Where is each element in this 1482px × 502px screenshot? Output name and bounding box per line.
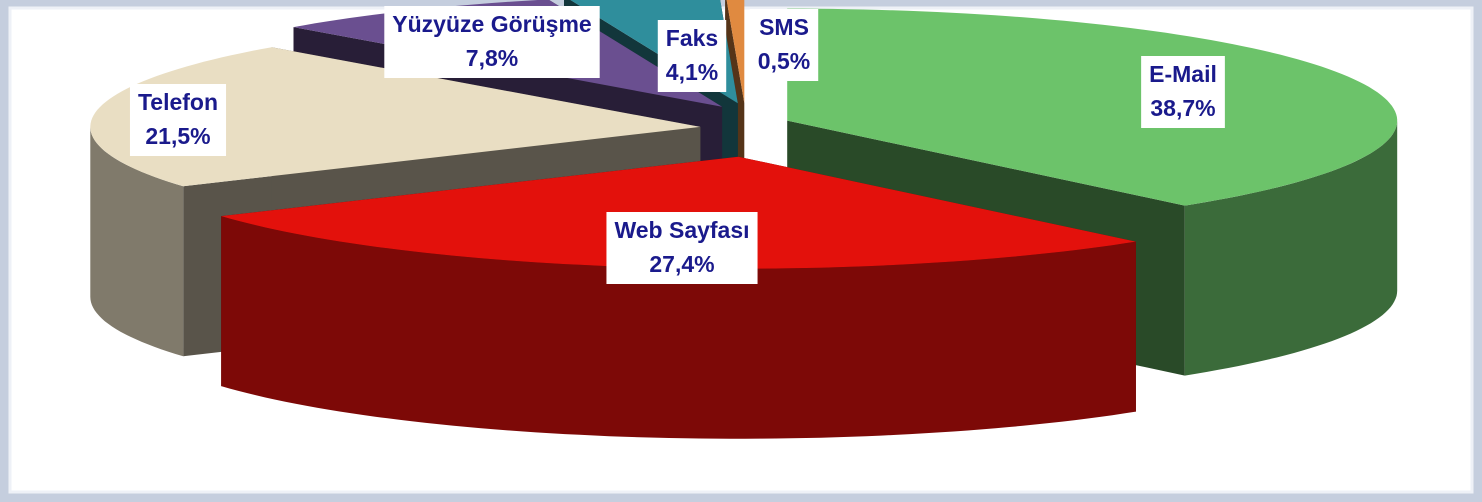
value-label: 27,4% — [649, 251, 714, 277]
slice-wall — [221, 216, 1136, 439]
category-label: E-Mail — [1149, 61, 1217, 87]
data-label: Web Sayfası 27,4% — [606, 212, 758, 284]
data-label: SMS 0,5% — [749, 9, 819, 81]
value-label: 0,5% — [758, 48, 810, 74]
label-box — [384, 6, 600, 78]
category-label: SMS — [759, 14, 809, 40]
labels: E-Mail 38,7% Web Sayfası 27,4% Telefon 21,5% Y… — [129, 6, 1225, 284]
data-label: E-Mail 38,7% — [1141, 56, 1225, 128]
data-label: Faks 4,1% — [657, 20, 727, 92]
label-box — [606, 212, 758, 284]
slice — [90, 47, 701, 187]
label-box — [1141, 56, 1225, 128]
value-label: 7,8% — [466, 45, 518, 71]
value-label: 4,1% — [666, 59, 718, 85]
category-label: Yüzyüze Görüşme — [392, 11, 591, 37]
value-label: 38,7% — [1150, 95, 1215, 121]
data-label: Telefon 21,5% — [129, 84, 227, 156]
category-label: Telefon — [138, 89, 218, 115]
data-label: Yüzyüze Görüşme 7,8% — [384, 6, 600, 78]
label-box — [129, 84, 227, 156]
slice — [787, 8, 1398, 206]
category-label: Faks — [666, 25, 718, 51]
value-label: 21,5% — [145, 123, 210, 149]
slice-wall — [90, 126, 184, 357]
slice-wall — [1184, 120, 1398, 376]
slice — [726, 0, 745, 103]
label-box — [749, 9, 819, 81]
category-label: Web Sayfası — [614, 217, 749, 243]
label-box — [657, 20, 727, 92]
